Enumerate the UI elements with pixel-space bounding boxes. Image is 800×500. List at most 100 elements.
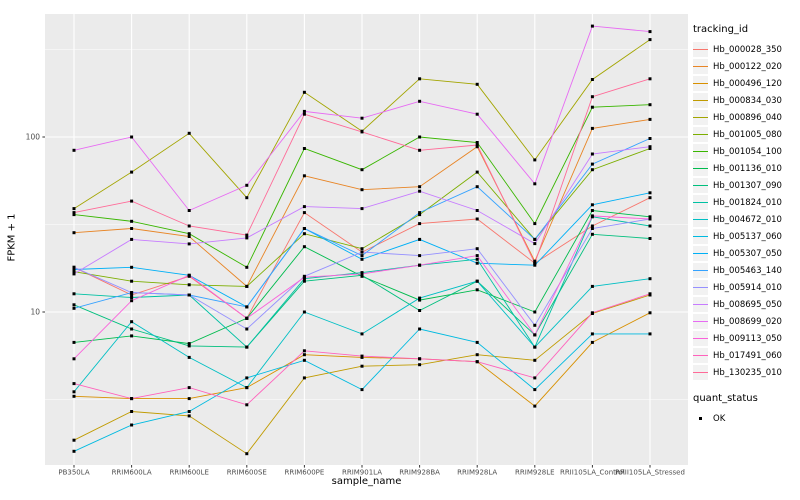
data-point [418,309,422,312]
data-point [418,135,422,139]
data-point [648,237,652,240]
data-point [590,203,594,207]
data-point [360,247,364,251]
legend-key-line [693,167,708,170]
data-point [130,199,134,203]
data-point [475,254,479,258]
data-point [72,292,76,296]
data-point [590,24,594,28]
legend-key [693,144,708,159]
data-point [187,232,191,236]
data-point [590,227,594,230]
data-point [418,327,422,331]
legend-label: Hb_001307_090 [713,180,782,191]
legend-key-line [693,201,708,204]
data-point [130,265,134,269]
x-tick-label: RRIM600LE [169,469,209,477]
data-point [648,215,652,219]
data-point [418,148,422,152]
data-point [590,78,594,81]
data-point [533,333,537,337]
data-point [533,237,537,241]
legend-entry: Hb_005914_010 [693,279,800,296]
data-point [187,410,191,413]
data-point [302,358,306,362]
data-point [648,137,652,140]
data-point [245,376,249,380]
data-point [648,224,652,228]
legend-entry: Hb_001005_080 [693,126,800,143]
data-point [533,345,537,349]
data-point [648,191,652,195]
data-point [245,265,249,269]
data-point [475,353,479,357]
data-point [130,237,134,241]
data-point [533,261,537,265]
data-point [130,293,134,297]
legend-entry: Hb_000896_040 [693,109,800,126]
legend-key [693,127,708,142]
data-point [130,296,134,299]
legend-label: Hb_008695_050 [713,299,782,310]
data-point [72,382,76,386]
data-point [245,386,249,390]
legend-entry: Hb_000028_350 [693,41,800,58]
data-point [590,95,594,99]
data-point [590,168,594,172]
legend-key-line [693,48,708,51]
legend-label: Hb_000896_040 [713,112,782,123]
data-point [245,236,249,240]
data-point [302,275,306,279]
legend-entry: Hb_005307_050 [693,245,800,262]
data-point [360,388,364,392]
legend-label: Hb_017491_060 [713,350,782,361]
data-point [72,268,76,271]
x-tick-label: RRIM928LA [457,469,497,477]
data-point [130,219,134,223]
data-point [130,320,134,324]
x-tick-label: RRIM600LA [112,469,152,477]
data-point [418,211,422,215]
legend-key-line [693,269,708,272]
data-point [590,105,594,109]
data-point [130,170,134,174]
data-point [72,270,76,274]
data-point [187,344,191,348]
data-point [360,250,364,254]
legend-label: Hb_008699_020 [713,316,782,327]
data-point [130,334,134,338]
data-point [302,376,306,380]
data-point [187,355,191,359]
data-point [533,242,537,246]
data-point [648,311,652,315]
data-point [418,363,422,367]
data-point [590,332,594,336]
data-point [475,217,479,221]
data-point [533,158,537,162]
data-point [130,327,134,331]
legend-label: Hb_004672_010 [713,214,782,225]
legend-key-line [693,252,708,255]
black-square-point-icon [698,416,703,421]
legend-entry: Hb_001307_090 [693,177,800,194]
legend-label: Hb_001054_100 [713,146,782,157]
data-point [418,237,422,241]
legend-entry: Hb_000122_020 [693,58,800,75]
legend-title-tracking-id: tracking_id [693,24,749,35]
data-point [72,148,76,152]
data-point [72,438,76,442]
data-point [245,316,249,320]
data-point [187,224,191,228]
legend-label: Hb_005307_050 [713,248,782,259]
y-tick-label: 10 [30,308,40,317]
quant-legend-key [693,411,708,426]
legend-entry: Hb_000834_030 [693,92,800,109]
legend-key [693,229,708,244]
data-point [533,310,537,314]
data-point [360,188,364,192]
data-point [475,261,479,265]
data-point [648,117,652,121]
legend-key [693,76,708,91]
x-tick-label: RRIM928LE [515,469,555,477]
x-tick-label: RRIM600SE [227,469,267,477]
